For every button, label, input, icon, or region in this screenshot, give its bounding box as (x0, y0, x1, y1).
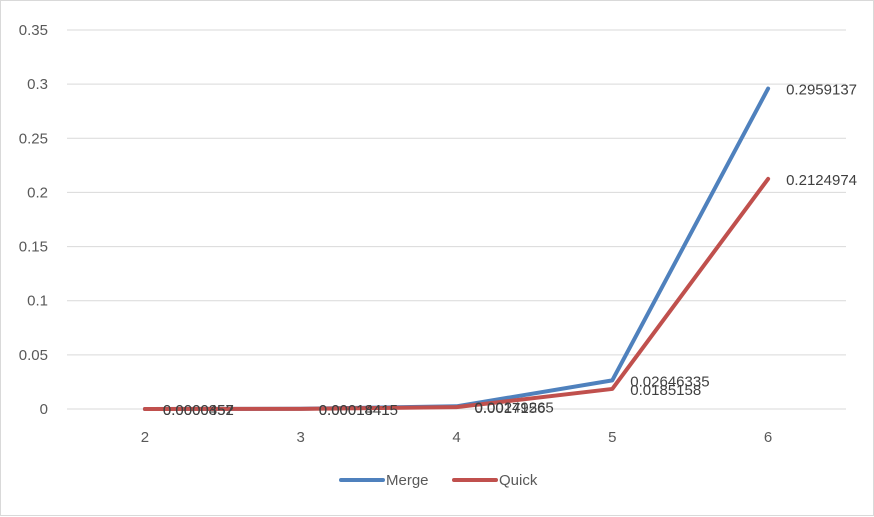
y-tick-label: 0 (40, 401, 48, 418)
x-tick-label: 3 (297, 429, 305, 446)
y-tick-label: 0.35 (19, 22, 48, 39)
legend-label-quick: Quick (499, 472, 538, 489)
data-label: 0.0000452 (163, 402, 234, 419)
series-line-merge (142, 86, 771, 411)
data-label: 0.00249265 (475, 399, 554, 416)
y-axis-tick-labels: 0 0.05 0.1 0.15 0.2 0.25 0.3 0.35 (19, 22, 48, 418)
x-tick-label: 2 (141, 429, 149, 446)
data-label: 0.0017156 (475, 400, 546, 417)
data-label: 0.02646335 (630, 373, 709, 390)
y-tick-label: 0.25 (19, 130, 48, 147)
y-tick-label: 0.05 (19, 347, 48, 364)
data-label: 0.0185158 (630, 382, 701, 399)
y-tick-label: 0.1 (27, 293, 48, 310)
legend-label-merge: Merge (386, 472, 429, 489)
legend: Merge Quick (339, 472, 538, 489)
x-tick-label: 4 (452, 429, 460, 446)
series-line-quick (142, 176, 771, 411)
y-tick-label: 0.2 (27, 184, 48, 201)
gridlines (67, 29, 846, 410)
data-label: 0.0001441 (319, 402, 390, 419)
x-tick-label: 6 (764, 429, 772, 446)
x-axis-tick-labels: 2 3 4 5 6 (141, 429, 773, 446)
data-label: 0.2959137 (786, 82, 857, 99)
data-labels: 0.0000452 0.00018415 0.002492650.026463350… (163, 82, 857, 419)
series-lines (142, 86, 771, 411)
data-label: 0.00018415 (319, 402, 398, 419)
y-tick-label: 0.15 (19, 239, 48, 256)
data-label: 0.0000357 (163, 402, 234, 419)
data-label: 0.2124974 (786, 172, 857, 189)
y-tick-label: 0.3 (27, 76, 48, 93)
x-tick-label: 5 (608, 429, 616, 446)
